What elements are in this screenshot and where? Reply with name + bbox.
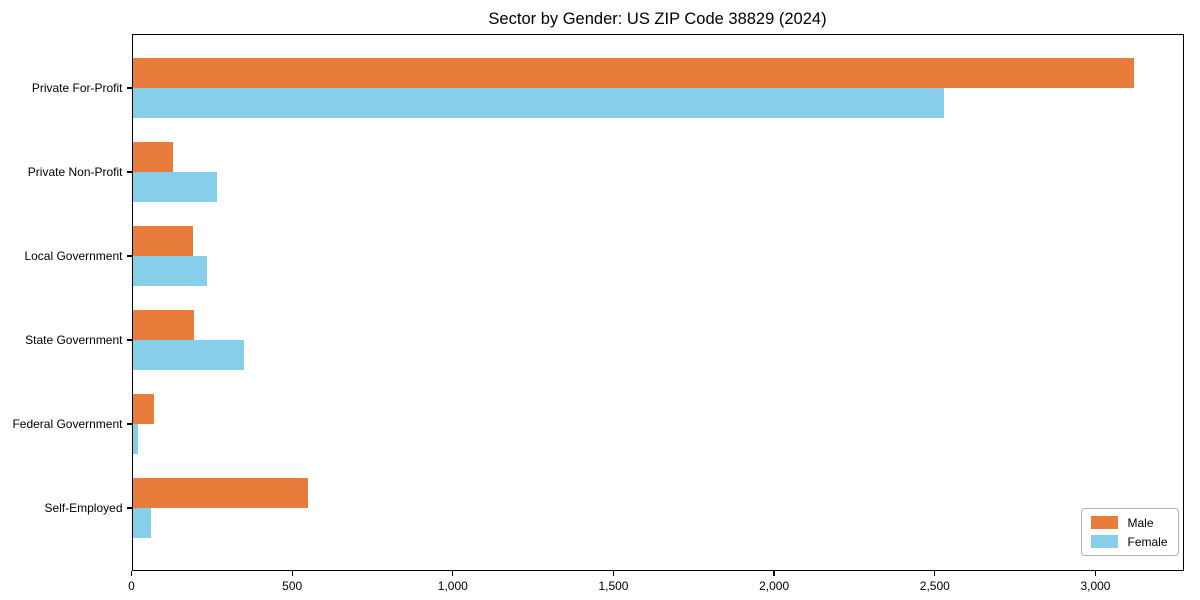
x-tick-mark: [130, 571, 133, 576]
y-tick-mark: [126, 87, 132, 89]
x-axis-label: 2,500: [919, 579, 950, 593]
bar-male-private-for-profit: [131, 58, 1135, 88]
x-axis-label: 500: [282, 579, 303, 593]
x-axis-label: 3,000: [1080, 579, 1111, 593]
x-axis-label: 0: [128, 579, 135, 593]
legend-label-female: Female: [1127, 534, 1168, 549]
x-axis-label: 2,000: [759, 579, 790, 593]
bar-male-self-employed: [131, 478, 309, 508]
x-tick-mark: [612, 571, 615, 576]
y-axis-label-private-for-profit: Private For-Profit: [31, 81, 123, 95]
bar-female-private-for-profit: [131, 88, 945, 118]
y-tick-mark: [126, 255, 132, 257]
y-axis-label-state-government: State Government: [25, 333, 123, 347]
bar-female-local-government: [131, 256, 207, 286]
y-tick-mark: [126, 171, 132, 173]
x-tick-mark: [452, 571, 454, 576]
bar-male-local-government: [131, 226, 193, 256]
x-tick-mark: [291, 571, 293, 576]
bar-male-state-government: [131, 310, 195, 340]
bar-female-state-government: [131, 340, 244, 370]
bar-male-federal-government: [131, 394, 154, 424]
x-axis-label: 1,000: [437, 579, 468, 593]
x-axis-label: 1,500: [598, 579, 629, 593]
chart-title: Sector by Gender: US ZIP Code 38829 (202…: [488, 10, 827, 28]
plot-area: Male Female: [131, 34, 1184, 571]
x-tick-mark: [773, 571, 775, 576]
legend-item-female: Female: [1091, 534, 1168, 549]
y-tick-mark: [126, 423, 132, 425]
y-axis-label-local-government: Local Government: [24, 249, 123, 263]
bar-male-private-non-profit: [131, 142, 174, 172]
legend-label-male: Male: [1127, 515, 1154, 530]
legend-swatch-male: [1091, 516, 1119, 529]
bar-female-federal-government: [131, 424, 138, 454]
bar-female-self-employed: [131, 508, 151, 538]
y-axis-label-federal-government: Federal Government: [12, 417, 123, 431]
y-axis-label-private-non-profit: Private Non-Profit: [27, 165, 123, 179]
bar-female-private-non-profit: [131, 172, 217, 202]
x-tick-mark: [934, 571, 936, 576]
legend-swatch-female: [1091, 535, 1119, 548]
y-tick-mark: [126, 339, 132, 341]
legend: Male Female: [1081, 508, 1179, 556]
y-tick-mark: [126, 507, 132, 509]
y-axis-label-self-employed: Self-Employed: [44, 501, 123, 515]
x-tick-mark: [1094, 571, 1097, 576]
legend-item-male: Male: [1091, 516, 1167, 529]
